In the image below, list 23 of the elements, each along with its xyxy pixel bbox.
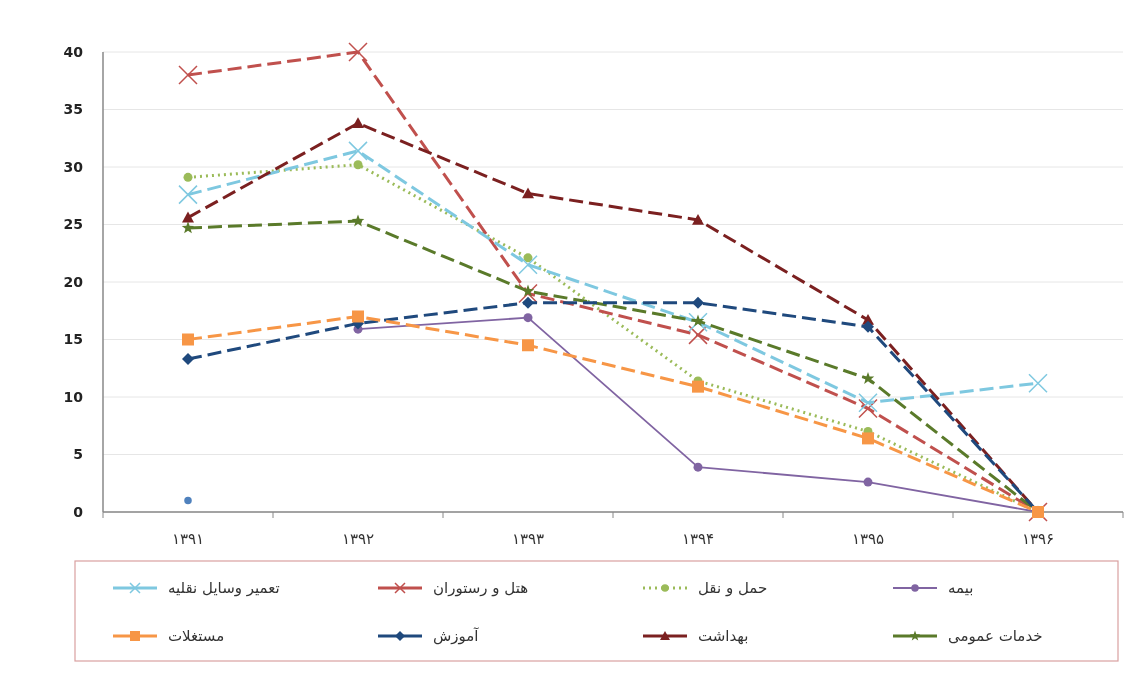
legend-label: بیمه [948, 579, 974, 598]
y-tick-label: 30 [63, 158, 84, 175]
y-tick-label: 20 [63, 273, 84, 290]
x-tick-label: ۱۳۹۱ [171, 530, 205, 548]
y-tick-label: 10 [63, 388, 84, 405]
y-tick-label: 35 [63, 101, 83, 118]
x-tick-label: ۱۳۹۶ [1021, 530, 1055, 548]
legend-label: آموزش [433, 627, 480, 646]
legend-label: هتل و رستوران [433, 579, 529, 598]
y-tick-label: 5 [73, 446, 83, 463]
legend-label: خدمات عمومی [948, 627, 1043, 646]
legend-label: حمل و نقل [698, 579, 768, 598]
x-tick-label: ۱۳۹۴ [681, 530, 715, 548]
legend-label: تعمیر وسایل نقلیه [168, 579, 280, 598]
x-tick-label: ۱۳۹۵ [851, 530, 885, 548]
x-tick-label: ۱۳۹۲ [341, 530, 375, 548]
y-tick-label: 15 [63, 331, 83, 348]
x-tick-label: ۱۳۹۳ [511, 530, 545, 548]
y-tick-label: 0 [73, 503, 84, 520]
legend-label: بهداشت [698, 627, 749, 646]
y-tick-label: 25 [63, 216, 83, 233]
y-tick-label: 40 [63, 43, 84, 60]
legend-label: مستغلات [168, 627, 225, 646]
